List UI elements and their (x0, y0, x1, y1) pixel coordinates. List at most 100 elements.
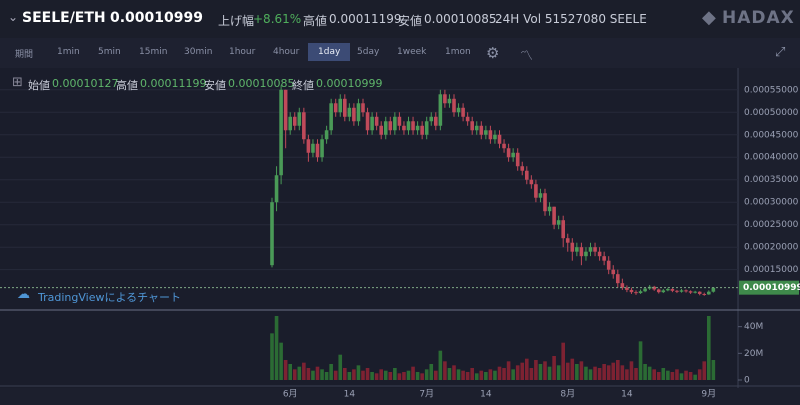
candle-body (493, 134, 497, 140)
fullscreen-icon[interactable]: ⤢ (775, 45, 786, 60)
candle-body (434, 116, 438, 126)
candle-body (525, 170, 529, 180)
candle-body (584, 251, 588, 257)
candle-body (288, 116, 292, 131)
candle-body (315, 143, 320, 158)
price: 0.00010999 (110, 10, 203, 26)
volume-bar (561, 342, 565, 380)
volume-bar (479, 370, 484, 380)
candle-body (383, 121, 388, 135)
candle-body (292, 116, 297, 126)
y-tick-label: 0.00040000 (744, 153, 799, 163)
candle-body (479, 125, 484, 135)
low: 0.00010085 (424, 12, 497, 26)
volume-bar (302, 362, 306, 380)
candle-body (534, 184, 538, 198)
candle-body (506, 148, 511, 158)
interval-button[interactable]: 30min (184, 47, 213, 57)
volume-bar (520, 362, 525, 380)
volume-bar (420, 373, 424, 380)
interval-button[interactable]: 1hour (229, 47, 256, 57)
candle-body (488, 130, 493, 140)
volume-bar (297, 366, 302, 380)
candle-body (552, 206, 556, 225)
candle-body (343, 98, 347, 117)
volume-bar (711, 360, 716, 380)
candle-body (324, 130, 329, 140)
interval-button[interactable]: 15min (139, 47, 168, 57)
interval-button[interactable]: 1mon (445, 47, 471, 57)
volume-bar (333, 370, 338, 380)
volume-bar (575, 364, 579, 380)
candle-body (693, 291, 697, 293)
candle-body (415, 125, 420, 131)
candle-body (597, 251, 602, 257)
volume-bar (675, 369, 679, 380)
volume-bar (511, 369, 515, 380)
volume-bar (383, 370, 388, 380)
indicator-icon[interactable]: 〽 (520, 49, 534, 64)
candle-body (511, 152, 515, 158)
volume-tick-label: 20M (744, 349, 763, 359)
candle-body (424, 121, 429, 135)
candle-body (684, 290, 688, 292)
candle-body (347, 107, 352, 117)
volume-bar (597, 368, 602, 380)
volume-bar (697, 369, 702, 380)
candle-body (465, 116, 470, 122)
volume-bar (625, 369, 629, 380)
volume-bar (452, 365, 456, 380)
interval-button[interactable]: 5day (357, 47, 380, 57)
candle-body (652, 286, 656, 290)
watermark[interactable]: TradingViewによるチャート (38, 291, 182, 304)
candle-body (711, 287, 716, 292)
header: ⌄ SEELE/ETH 0.00010999 上げ幅 +8.61% 高値 0.0… (0, 0, 800, 38)
y-tick-label: 0.00020000 (744, 243, 799, 253)
volume-bar (538, 364, 543, 380)
volume-bar (365, 368, 370, 380)
pair: SEELE/ETH (22, 10, 106, 26)
volume-bar (306, 368, 311, 380)
volume-bar (702, 361, 707, 380)
x-tick-label: 14 (344, 390, 356, 400)
candle-body (675, 290, 679, 292)
volume-bar (565, 362, 570, 380)
interval-button[interactable]: 4hour (273, 47, 300, 57)
settings-icon[interactable]: ⚙ (486, 44, 500, 62)
volume-bar (474, 373, 479, 380)
legend-value: 0.00010085 (228, 77, 295, 90)
interval-button[interactable]: 1min (57, 47, 80, 57)
candle-body (320, 139, 324, 158)
candle-body (274, 175, 279, 203)
candle-body (529, 179, 534, 185)
candle-body (461, 107, 465, 117)
interval-button[interactable]: 5min (98, 47, 121, 57)
interval-button[interactable]: 1day (308, 43, 351, 61)
candle-body (361, 103, 365, 113)
collapse-icon[interactable]: ⊞ (12, 75, 23, 90)
candle-body (333, 103, 338, 113)
volume-bar (606, 365, 611, 380)
x-tick-label: 9月 (701, 389, 716, 400)
volume-bar (315, 366, 320, 380)
volume-bar (493, 370, 497, 380)
volume-bar (670, 372, 675, 380)
x-tick-label: 7月 (419, 389, 434, 400)
volume-bar (329, 364, 333, 380)
candle-body (474, 125, 479, 131)
interval-button[interactable]: 1week (397, 47, 427, 57)
volume-bar (506, 361, 511, 380)
volume-bar (465, 372, 470, 380)
candle-body (707, 291, 711, 295)
candle-body (356, 103, 361, 122)
volume-bar (283, 360, 288, 380)
candle-body (561, 220, 565, 239)
candle-body (470, 121, 474, 131)
candle-body (497, 134, 502, 144)
volume-bar (370, 372, 374, 380)
dropdown-icon[interactable]: ⌄ (8, 10, 19, 24)
toolbar: 期間 1min 5min 15min 30min 1hour 4hour 1da… (0, 38, 800, 68)
candle-body (579, 247, 584, 257)
